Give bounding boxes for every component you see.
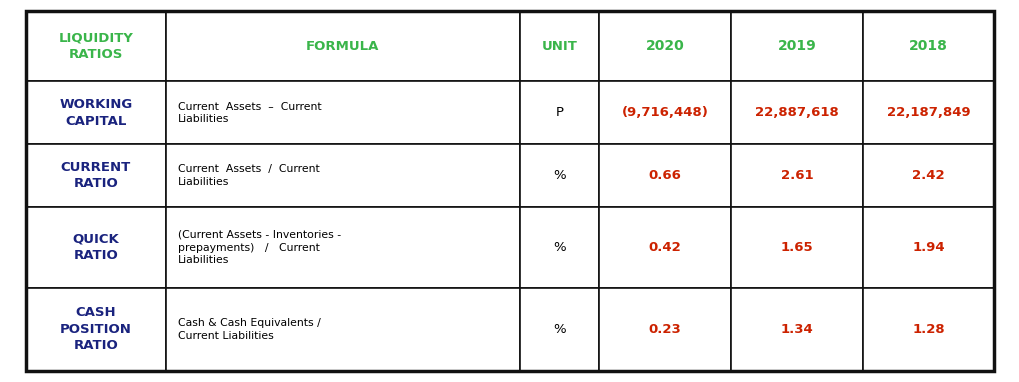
Text: UNIT: UNIT [541, 40, 577, 53]
Text: %: % [552, 169, 566, 182]
Text: 1.34: 1.34 [780, 323, 812, 336]
Bar [520, 288, 598, 371]
Text: FORMULA: FORMULA [306, 40, 379, 53]
Text: 2018: 2018 [908, 39, 947, 53]
Bar [520, 207, 598, 288]
Bar [25, 207, 166, 288]
Bar [520, 81, 598, 144]
Bar [862, 288, 994, 371]
Text: (9,716,448): (9,716,448) [621, 107, 708, 120]
Bar [862, 81, 994, 144]
Bar [25, 81, 166, 144]
Bar [731, 81, 862, 144]
Bar [25, 288, 166, 371]
Text: 22,887,618: 22,887,618 [754, 107, 838, 120]
Text: 1.94: 1.94 [911, 241, 944, 254]
Text: 0.66: 0.66 [648, 169, 681, 182]
Text: 0.42: 0.42 [648, 241, 681, 254]
Text: 2019: 2019 [776, 39, 815, 53]
Text: LIQUIDITY
RATIOS: LIQUIDITY RATIOS [58, 32, 133, 61]
Text: 22,187,849: 22,187,849 [886, 107, 969, 120]
Text: 2020: 2020 [645, 39, 684, 53]
Text: CASH
POSITION
RATIO: CASH POSITION RATIO [60, 306, 131, 352]
Bar [862, 144, 994, 207]
Bar [520, 11, 598, 81]
Bar [598, 11, 731, 81]
Text: Current  Assets  –  Current
Liabilities: Current Assets – Current Liabilities [178, 102, 322, 124]
Bar [862, 11, 994, 81]
Bar [731, 288, 862, 371]
Bar [731, 11, 862, 81]
Bar [598, 207, 731, 288]
Bar [862, 207, 994, 288]
Bar [731, 207, 862, 288]
Text: QUICK
RATIO: QUICK RATIO [72, 233, 119, 262]
Bar [598, 81, 731, 144]
Text: 1.65: 1.65 [780, 241, 812, 254]
Bar [166, 81, 520, 144]
Text: 1.28: 1.28 [911, 323, 944, 336]
Text: CURRENT
RATIO: CURRENT RATIO [60, 161, 130, 191]
Text: 0.23: 0.23 [648, 323, 681, 336]
Bar [598, 144, 731, 207]
Text: (Current Assets - Inventories -
prepayments)   /   Current
Liabilities: (Current Assets - Inventories - prepayme… [178, 230, 341, 265]
Bar [520, 144, 598, 207]
Bar [25, 11, 166, 81]
Text: P: P [555, 107, 562, 120]
Text: 2.61: 2.61 [780, 169, 812, 182]
Bar [166, 207, 520, 288]
Text: Cash & Cash Equivalents /
Current Liabilities: Cash & Cash Equivalents / Current Liabil… [178, 318, 321, 341]
Text: %: % [552, 323, 566, 336]
Bar [166, 144, 520, 207]
Bar [731, 144, 862, 207]
Text: Current  Assets  /  Current
Liabilities: Current Assets / Current Liabilities [178, 164, 320, 187]
Bar [598, 288, 731, 371]
Bar [25, 144, 166, 207]
Bar [166, 11, 520, 81]
Bar [166, 288, 520, 371]
Text: WORKING
CAPITAL: WORKING CAPITAL [59, 98, 132, 128]
Text: 2.42: 2.42 [911, 169, 944, 182]
Text: %: % [552, 241, 566, 254]
